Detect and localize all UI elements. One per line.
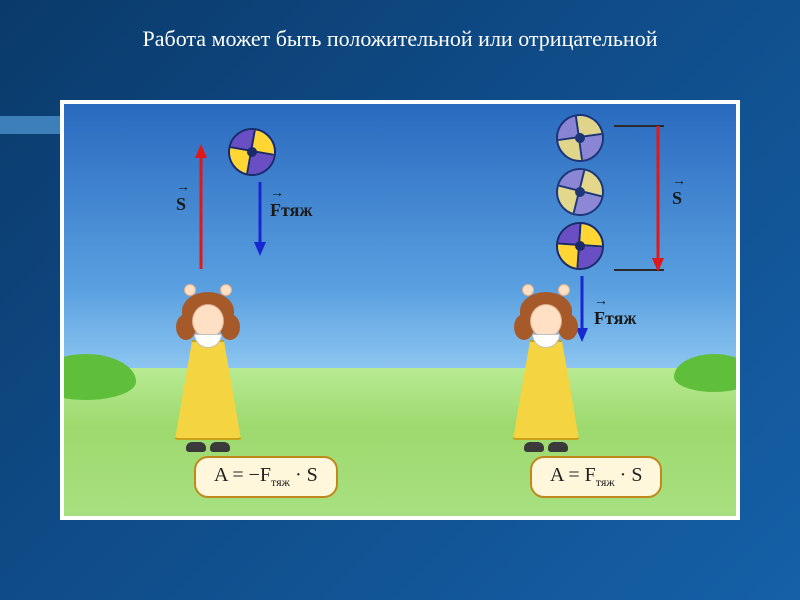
accent-bar (0, 116, 60, 134)
girl-figure (148, 264, 268, 474)
formula-positive: A = Fтяж · S (530, 456, 662, 498)
page-title: Работа может быть положительной или отри… (0, 0, 800, 64)
formula-negative: A = −Fтяж · S (194, 456, 338, 498)
panel-positive-work: S Fтяж A = Fтяж · S (400, 104, 736, 516)
force-label: Fтяж (270, 200, 312, 221)
girl-figure (486, 264, 606, 474)
panel-negative-work: S Fтяж A = −Fтяж · S (64, 104, 400, 516)
physics-diagram: S Fтяж A = −Fтяж · S (60, 100, 740, 520)
